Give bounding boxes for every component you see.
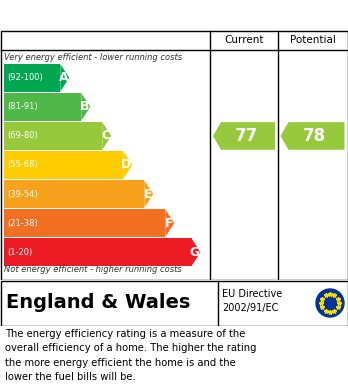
Bar	[4, 122, 102, 150]
Text: (92-100): (92-100)	[7, 73, 43, 82]
Polygon shape	[60, 64, 69, 91]
Text: Current: Current	[224, 35, 264, 45]
Bar	[4, 239, 191, 266]
Text: Potential: Potential	[290, 35, 335, 45]
Text: (1-20): (1-20)	[7, 248, 32, 257]
Bar	[4, 93, 81, 121]
Text: EU Directive
2002/91/EC: EU Directive 2002/91/EC	[222, 289, 282, 313]
Bar	[4, 64, 60, 91]
Text: A: A	[59, 71, 68, 84]
Polygon shape	[280, 122, 345, 150]
Polygon shape	[123, 151, 132, 179]
Polygon shape	[191, 239, 200, 266]
Text: The energy efficiency rating is a measure of the
overall efficiency of a home. T: The energy efficiency rating is a measur…	[5, 329, 256, 382]
Text: D: D	[121, 158, 131, 172]
Text: Energy Efficiency Rating: Energy Efficiency Rating	[8, 7, 229, 23]
Text: 78: 78	[303, 127, 326, 145]
Circle shape	[316, 289, 344, 317]
Text: G: G	[189, 246, 199, 259]
Text: Very energy efficient - lower running costs: Very energy efficient - lower running co…	[4, 53, 182, 62]
Bar	[4, 151, 123, 179]
Polygon shape	[81, 93, 90, 121]
Text: E: E	[144, 188, 152, 201]
Text: (81-91): (81-91)	[7, 102, 38, 111]
Text: F: F	[165, 217, 173, 230]
Text: 77: 77	[235, 127, 258, 145]
Polygon shape	[144, 180, 153, 208]
Text: B: B	[80, 100, 89, 113]
Bar	[4, 209, 165, 237]
Bar	[4, 180, 144, 208]
Polygon shape	[165, 209, 174, 237]
Text: (55-68): (55-68)	[7, 160, 38, 170]
Text: (21-38): (21-38)	[7, 219, 38, 228]
Polygon shape	[213, 122, 275, 150]
Polygon shape	[102, 122, 111, 150]
Text: England & Wales: England & Wales	[6, 294, 190, 312]
Text: (69-80): (69-80)	[7, 131, 38, 140]
Text: C: C	[101, 129, 110, 142]
Text: (39-54): (39-54)	[7, 190, 38, 199]
Text: Not energy efficient - higher running costs: Not energy efficient - higher running co…	[4, 264, 182, 273]
